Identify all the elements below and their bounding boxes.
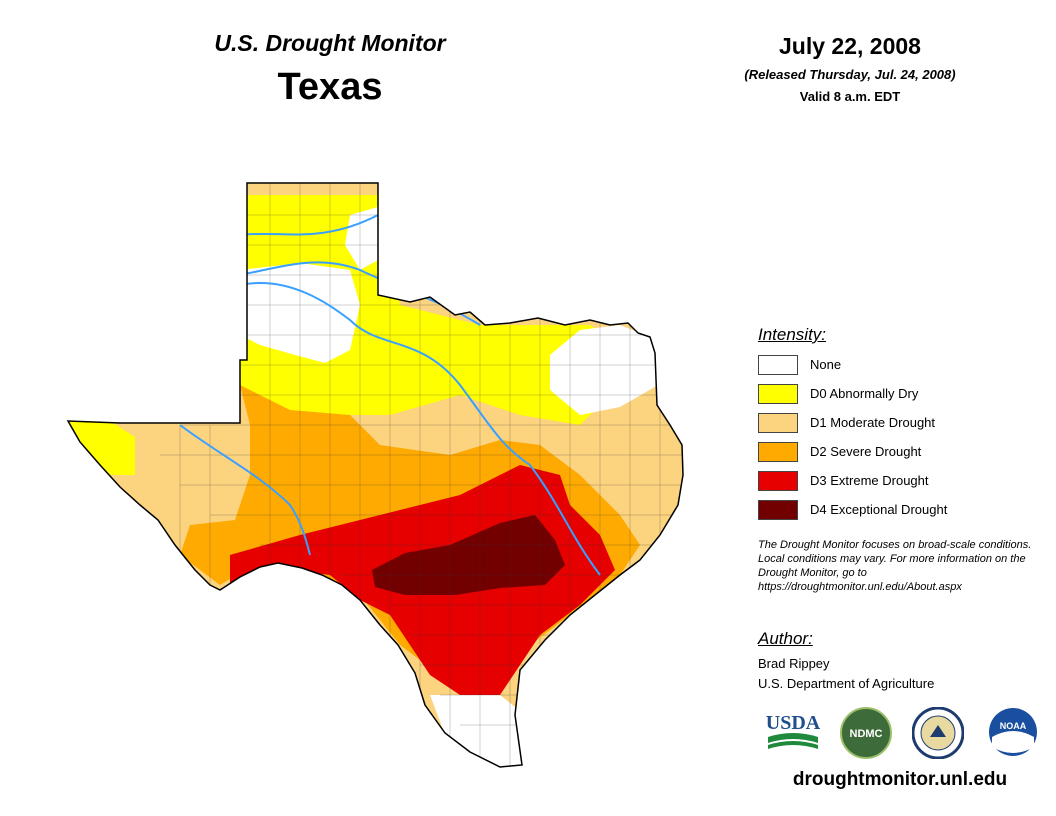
- usda-logo: USDA: [766, 712, 820, 749]
- legend-label: D0 Abnormally Dry: [810, 386, 919, 401]
- author-name: Brad Rippey: [758, 656, 830, 671]
- legend-swatch: [758, 500, 798, 520]
- legend-item-d2: D2 Severe Drought: [758, 442, 1028, 464]
- legend-item-d1: D1 Moderate Drought: [758, 413, 1028, 435]
- drought-d4-area: [372, 515, 565, 595]
- drought-d0-north: [240, 195, 620, 425]
- drought-none-south: [430, 695, 530, 767]
- legend-swatch: [758, 355, 798, 375]
- drought-none-ne-panhandle: [345, 207, 378, 270]
- legend-label: D2 Severe Drought: [810, 444, 922, 459]
- svg-text:USDA: USDA: [766, 712, 820, 734]
- legend-label: D4 Exceptional Drought: [810, 502, 948, 517]
- legend-swatch: [758, 413, 798, 433]
- author-heading: Author:: [758, 629, 813, 648]
- legend-swatch: [758, 442, 798, 462]
- svg-text:NOAA: NOAA: [1000, 721, 1027, 731]
- website-link[interactable]: droughtmonitor.unl.edu: [792, 769, 1008, 790]
- release-date: (Released Thursday, Jul. 24, 2008): [744, 67, 956, 82]
- commerce-seal-logo: [912, 707, 964, 759]
- map-date: July 22, 2008: [779, 33, 921, 59]
- texas-drought-map: [66, 182, 684, 768]
- legend-item-d0: D0 Abnormally Dry: [758, 384, 1028, 406]
- legend-swatch: [758, 384, 798, 404]
- author-organization: U.S. Department of Agriculture: [758, 676, 935, 691]
- legend-label: D1 Moderate Drought: [810, 415, 936, 430]
- texas-border: [66, 182, 684, 768]
- legend-label: D3 Extreme Drought: [810, 473, 929, 488]
- legend-item-d4: D4 Exceptional Drought: [758, 500, 1028, 522]
- disclaimer-note: The Drought Monitor focuses on broad-sca…: [758, 539, 1032, 593]
- legend-title: Intensity:: [758, 325, 827, 344]
- legend-label: None: [810, 357, 842, 372]
- legend-item-none: None: [758, 355, 1028, 377]
- legend-item-d3: D3 Extreme Drought: [758, 471, 1028, 493]
- state-name: Texas: [277, 66, 383, 108]
- drought-none-panhandle: [240, 263, 360, 363]
- map-title: U.S. Drought Monitor: [214, 30, 446, 56]
- ndmc-logo: NDMC: [840, 707, 892, 759]
- drought-none-northeast: [550, 325, 658, 415]
- noaa-logo: NOAA: [989, 708, 1037, 756]
- legend-swatch: [758, 471, 798, 491]
- svg-text:NDMC: NDMC: [850, 728, 883, 740]
- valid-time: Valid 8 a.m. EDT: [799, 89, 901, 104]
